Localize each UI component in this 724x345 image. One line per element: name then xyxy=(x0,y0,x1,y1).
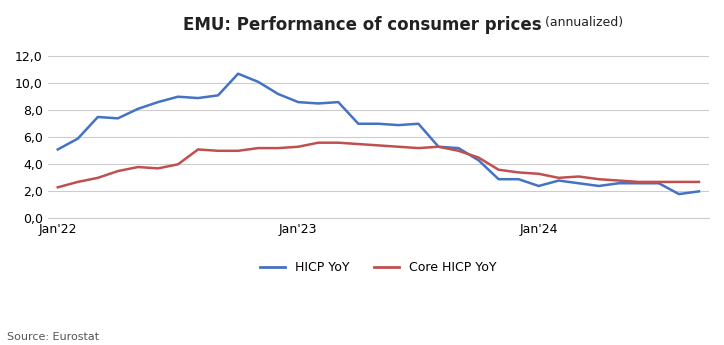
Text: EMU: Performance of consumer prices: EMU: Performance of consumer prices xyxy=(182,16,542,33)
Text: Source: Eurostat: Source: Eurostat xyxy=(7,332,99,342)
Legend: HICP YoY, Core HICP YoY: HICP YoY, Core HICP YoY xyxy=(255,256,502,279)
Text: (annualized): (annualized) xyxy=(542,16,623,29)
